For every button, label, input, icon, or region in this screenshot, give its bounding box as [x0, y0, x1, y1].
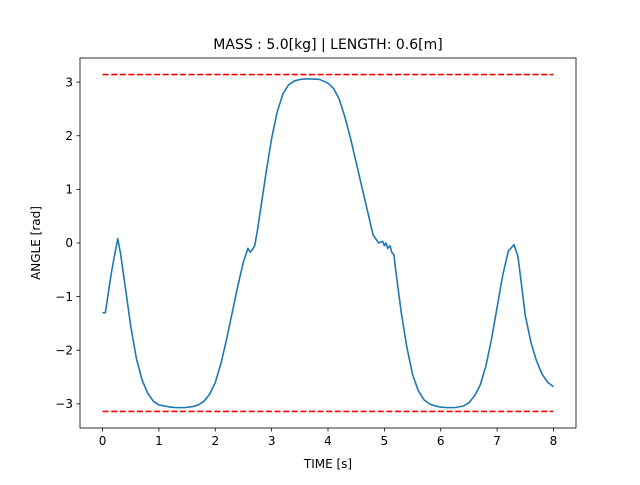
- plot-area: 0 1 2 3 4 5 6 7 8 −3 −2 −1 0 1 2 3: [55, 57, 577, 448]
- y-tick-label: 1: [65, 183, 73, 197]
- chart-title: MASS : 5.0[kg] | LENGTH: 0.6[m]: [213, 37, 442, 53]
- y-tick-label: 3: [65, 75, 73, 89]
- x-tick-label: 8: [550, 434, 558, 448]
- x-axis-ticks: 0 1 2 3 4 5 6 7 8: [99, 428, 558, 448]
- x-axis-label: TIME [s]: [303, 457, 352, 471]
- series-layer: [102, 73, 554, 413]
- x-tick-label: 3: [268, 434, 276, 448]
- y-tick-label: −3: [55, 397, 73, 411]
- x-tick-label: 1: [155, 434, 163, 448]
- x-tick-label: 5: [381, 434, 389, 448]
- x-tick-label: 7: [493, 434, 501, 448]
- x-tick-label: 4: [324, 434, 332, 448]
- y-tick-label: 2: [65, 129, 73, 143]
- axes-background: [80, 58, 576, 428]
- angle-series-line: [102, 78, 554, 409]
- y-axis-label: ANGLE [rad]: [29, 206, 43, 280]
- y-tick-label: −1: [55, 290, 73, 304]
- y-tick-label: −2: [55, 343, 73, 357]
- y-axis-ticks: −3 −2 −1 0 1 2 3: [55, 75, 80, 411]
- y-tick-label: 0: [65, 236, 73, 250]
- x-tick-label: 6: [437, 434, 445, 448]
- x-tick-label: 2: [211, 434, 219, 448]
- x-tick-label: 0: [99, 434, 107, 448]
